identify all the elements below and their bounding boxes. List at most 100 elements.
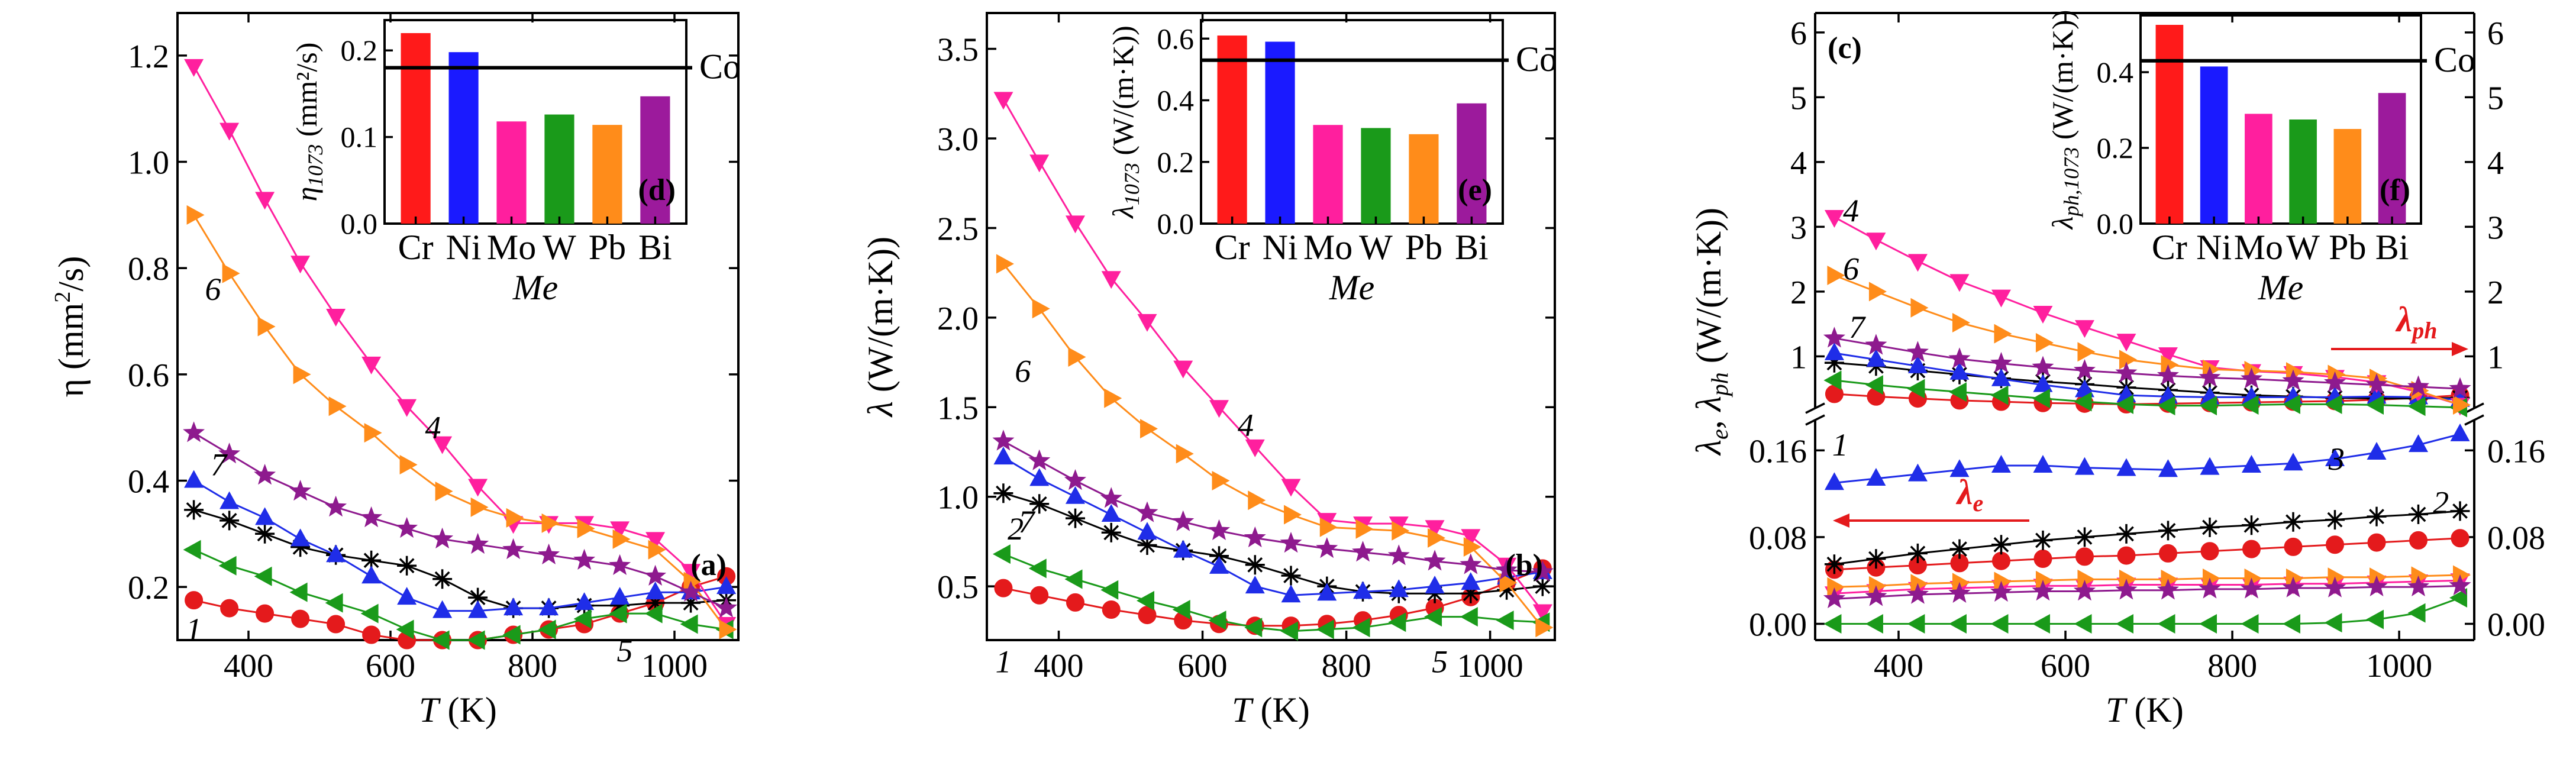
series-line-ph-4 xyxy=(1833,216,2461,406)
y-tick-label-1.2: 1.2 xyxy=(128,38,169,75)
point-6-923 xyxy=(612,529,631,549)
point-6-1023 xyxy=(683,571,702,592)
series-line-3 xyxy=(193,480,727,612)
plot-frame xyxy=(986,12,1556,641)
point-3-523 xyxy=(326,544,346,563)
series-e-5 xyxy=(1823,588,2468,634)
point-e-2-523 xyxy=(1991,535,2011,555)
y-tick-label-1.0: 1.0 xyxy=(128,145,169,182)
series-line-ph-6 xyxy=(1833,274,2461,406)
bar-Ni xyxy=(2200,66,2228,224)
bar-Cr xyxy=(401,33,431,224)
point-3-423 xyxy=(1065,486,1085,504)
point-ph-6-673 xyxy=(2119,350,2137,370)
panel-a: 400 600 800 1000 0.2 0.4 0.6 0.8 1.0 1.2 1 4 5 6 7 (a) T… xyxy=(50,12,741,729)
point-e-6-973 xyxy=(2370,567,2388,587)
category-label-Ni: Ni xyxy=(446,228,482,267)
point-e-6-1023 xyxy=(2411,566,2429,586)
point-3-323 xyxy=(184,470,204,488)
point-e-7-423 xyxy=(1906,583,1929,604)
point-2-973 xyxy=(645,593,666,613)
series-line-7 xyxy=(1003,440,1543,573)
point-6-873 xyxy=(1392,521,1410,541)
point-1-423 xyxy=(256,604,275,623)
point-ph-3-473 xyxy=(1949,361,1970,380)
curve-label-7: 7 xyxy=(211,447,228,483)
point-e-3-1073 xyxy=(2450,423,2470,441)
point-e-1-1073 xyxy=(2451,529,2470,548)
series-line-e-1 xyxy=(1834,537,2461,571)
y-tick-label-2.5: 2.5 xyxy=(937,211,979,247)
point-ph-4-323 xyxy=(1824,209,1844,228)
bar-Ni xyxy=(1265,41,1295,224)
point-4-473 xyxy=(1101,271,1121,289)
point-3-623 xyxy=(1209,555,1229,574)
point-ph-7-973 xyxy=(2365,373,2388,395)
point-7-973 xyxy=(1460,553,1482,574)
axis-break-mark-1-a xyxy=(2464,402,2484,414)
point-2-623 xyxy=(397,555,417,576)
bar-Pb xyxy=(2333,129,2362,224)
point-ph-6-423 xyxy=(1910,298,1929,318)
point-3-873 xyxy=(574,592,595,611)
point-6-673 xyxy=(435,481,453,501)
curve-label-7: 7 xyxy=(1018,504,1035,540)
point-6-1023 xyxy=(1499,573,1518,593)
point-e-5-323 xyxy=(1823,614,1842,634)
point-4-973 xyxy=(1461,529,1481,547)
point-5-623 xyxy=(1208,611,1226,631)
point-3-773 xyxy=(1317,583,1337,601)
series-line-2 xyxy=(193,509,727,609)
point-2-1023 xyxy=(681,593,701,613)
inset-x-axis-label: Me xyxy=(1329,268,1375,307)
x-tick-label-600: 600 xyxy=(1178,648,1228,684)
series-line-e-3 xyxy=(1834,433,2461,484)
point-5-573 xyxy=(360,603,379,624)
curve-label-1: 1 xyxy=(995,644,1011,679)
series-7 xyxy=(992,429,1554,582)
point-e-1-923 xyxy=(2326,535,2345,554)
series-line-e-2 xyxy=(1834,510,2461,566)
point-3-823 xyxy=(1353,581,1373,599)
point-e-7-673 xyxy=(2115,579,2138,600)
point-3-823 xyxy=(539,597,559,616)
point-7-423 xyxy=(1064,469,1086,490)
point-e-5-1023 xyxy=(2407,603,2426,623)
x-tick-label-1000: 1000 xyxy=(2366,648,2432,684)
point-e-2-773 xyxy=(2200,517,2220,537)
y-tick-label-upper-3: 3 xyxy=(1790,209,1807,246)
point-3-973 xyxy=(1461,572,1481,590)
bar-Bi xyxy=(2378,93,2406,224)
panel-label: (c) xyxy=(1828,31,1862,65)
point-6-773 xyxy=(506,508,524,528)
point-6-673 xyxy=(1248,490,1266,511)
y-tick-label-1.5: 1.5 xyxy=(937,390,979,427)
point-ph-5-873 xyxy=(2283,394,2301,414)
point-e-3-873 xyxy=(2283,453,2303,471)
point-6-1073 xyxy=(719,619,737,640)
bar-W xyxy=(2289,119,2317,224)
point-4-1073 xyxy=(1532,604,1552,622)
point-e-7-573 xyxy=(2032,580,2054,601)
point-6-523 xyxy=(1139,419,1158,439)
point-e-7-823 xyxy=(2241,577,2262,599)
y-tick-label-0.6: 0.6 xyxy=(128,357,169,394)
series-7 xyxy=(183,421,738,618)
point-7-623 xyxy=(1208,519,1231,540)
inset-frame xyxy=(2139,14,2422,225)
point-7-1023 xyxy=(680,580,702,602)
point-ph-6-623 xyxy=(2077,342,2096,362)
y-tick-label-2.0: 2.0 xyxy=(937,301,979,337)
point-1-523 xyxy=(327,615,346,634)
point-5-573 xyxy=(1172,600,1190,620)
series-line-5 xyxy=(1003,553,1543,632)
annotation-lambda-e: λe xyxy=(1955,473,1983,516)
point-e-2-973 xyxy=(2367,506,2387,527)
series-ph-7 xyxy=(1823,327,2471,398)
point-ph-4-673 xyxy=(2116,334,2136,352)
inset-x-axis-label: Me xyxy=(512,268,559,307)
point-7-673 xyxy=(431,527,454,549)
point-5-723 xyxy=(1280,621,1299,641)
point-7-323 xyxy=(183,421,205,443)
point-e-3-973 xyxy=(2367,441,2387,460)
